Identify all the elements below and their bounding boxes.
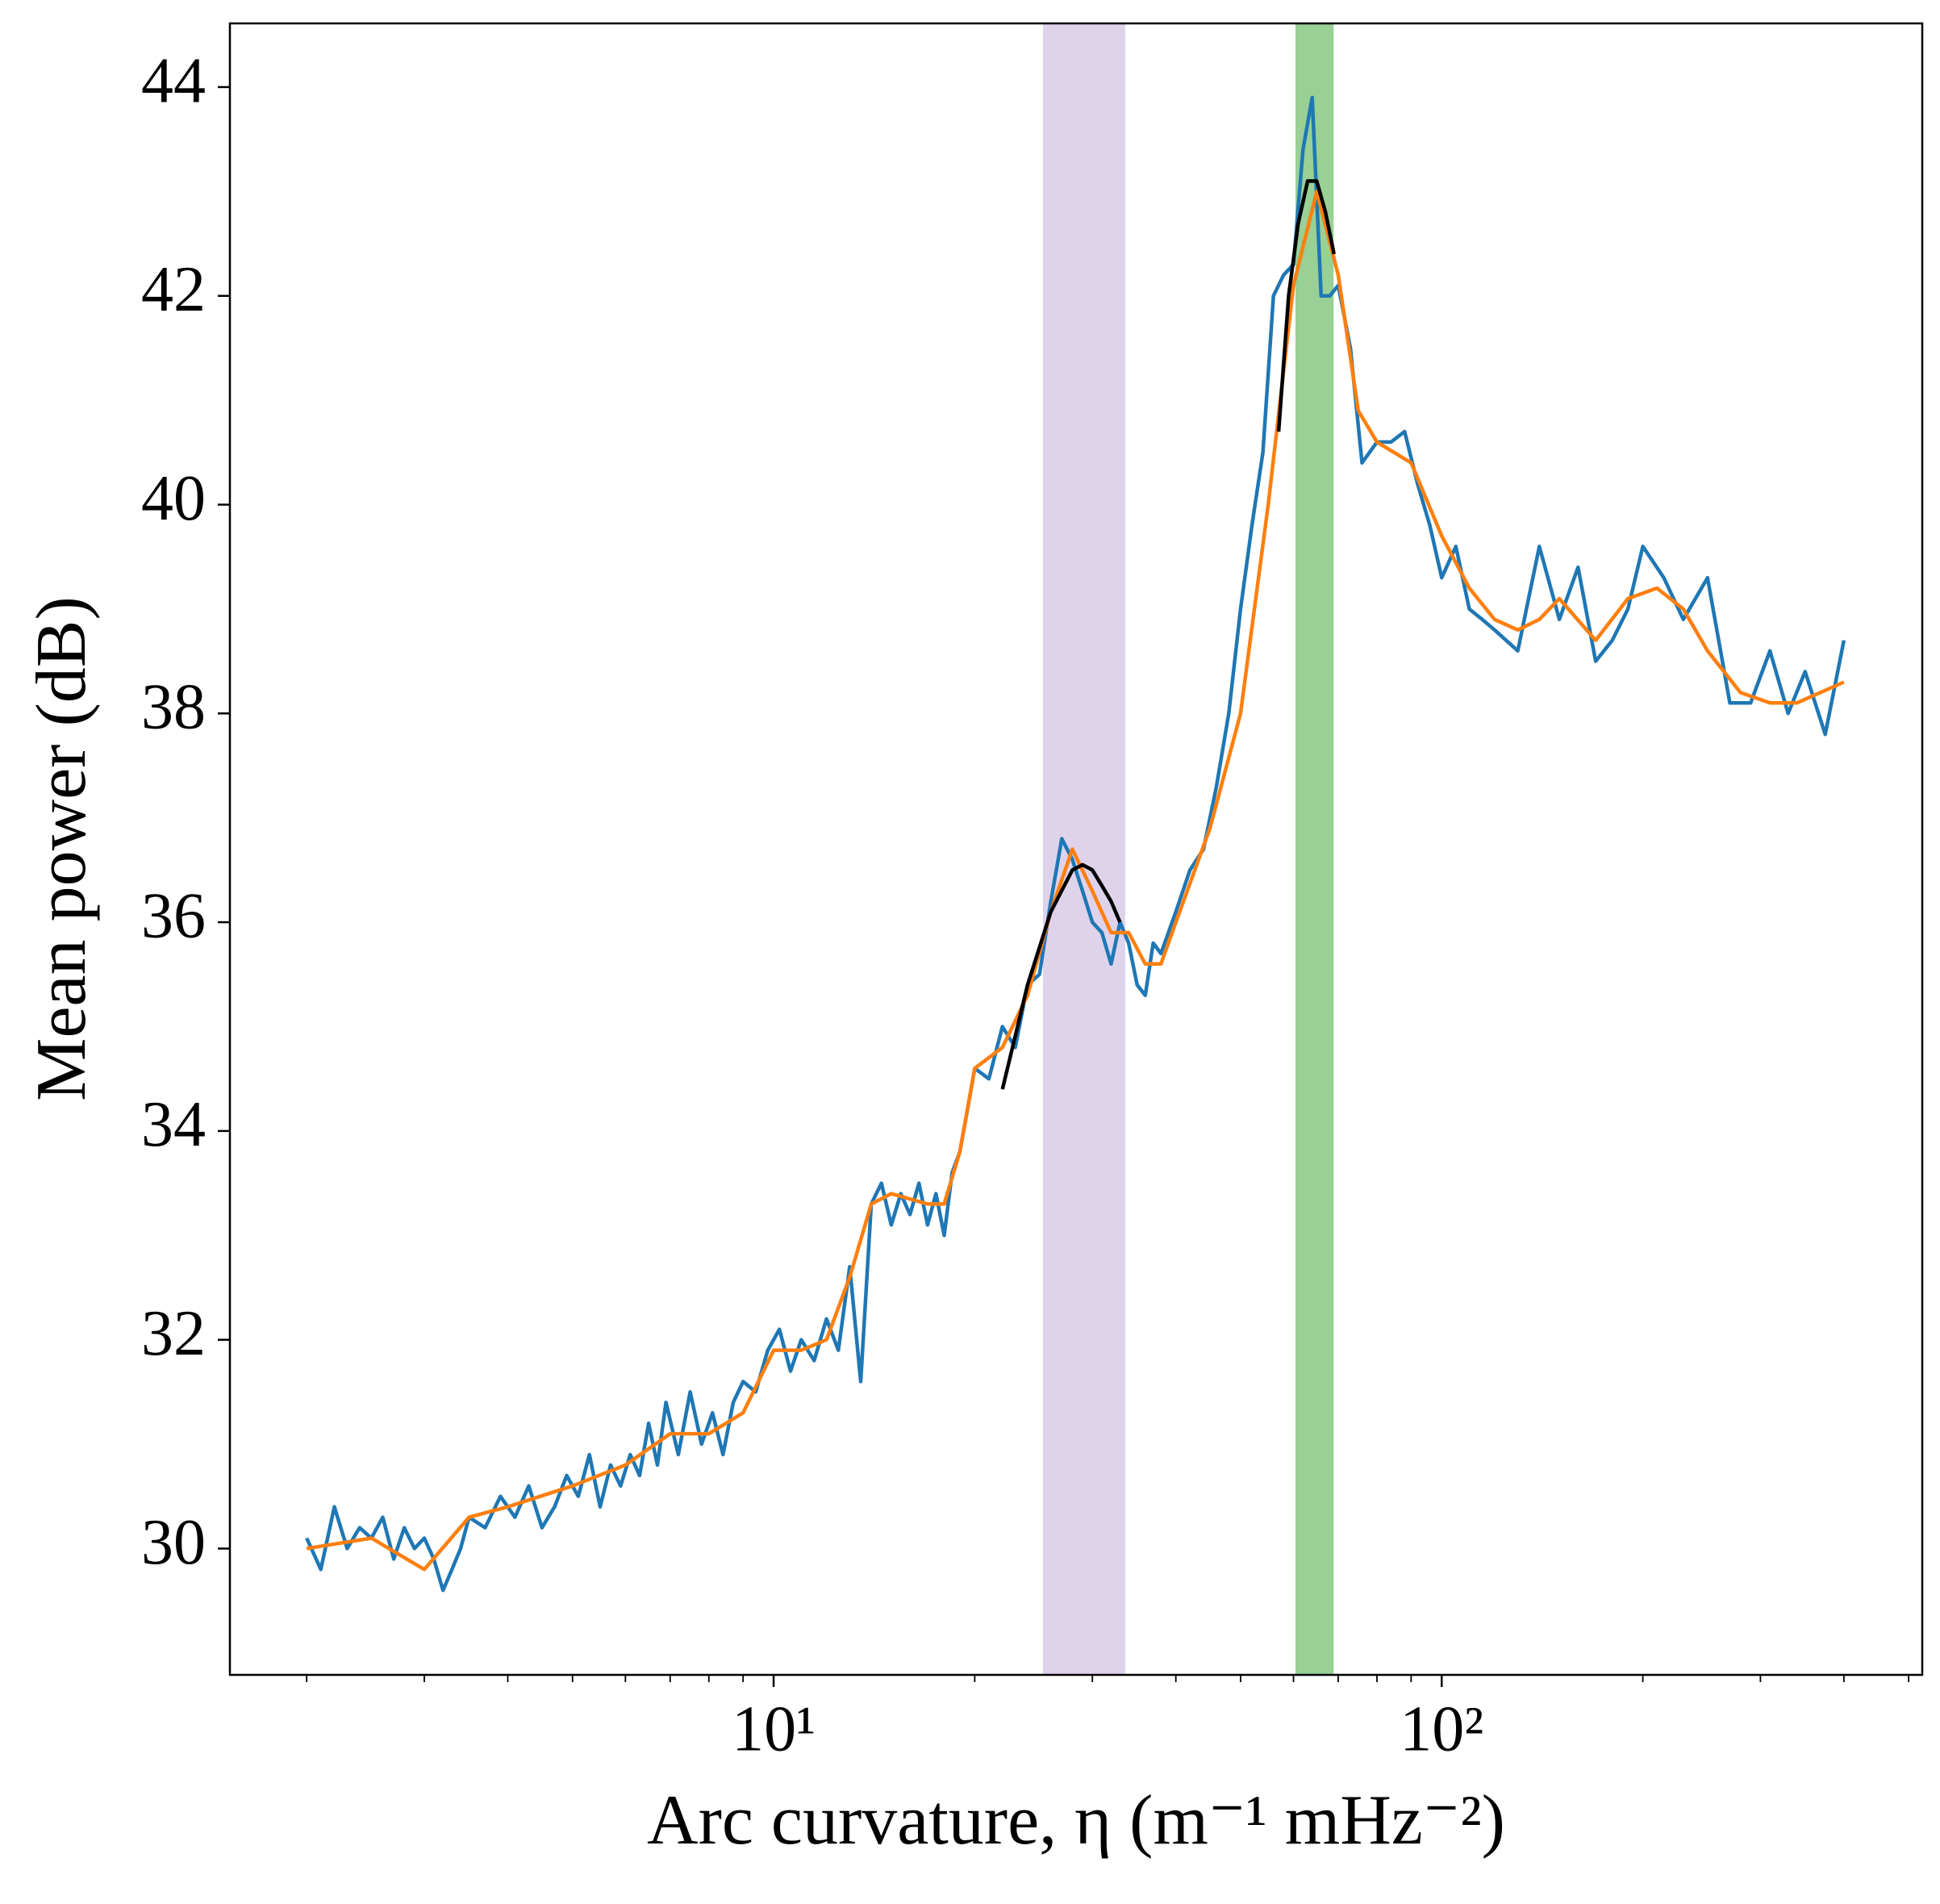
series-line [305, 95, 1846, 1593]
y-tick-label: 44 [141, 45, 206, 116]
span [1042, 23, 1125, 1675]
y-tick-label: 36 [141, 880, 206, 951]
y-tick-label: 32 [141, 1298, 206, 1369]
span [1295, 23, 1334, 1675]
plot-frame [228, 22, 1924, 1676]
y-tick-label: 38 [141, 672, 206, 743]
x-tick-label: 10² [1400, 1693, 1483, 1764]
x-axis-label: Arc curvature, η (m⁻¹ mHz⁻²) [647, 1781, 1505, 1860]
x-tick-label: 10¹ [732, 1693, 816, 1764]
y-tick-label: 34 [141, 1089, 206, 1160]
y-tick-label: 40 [141, 463, 206, 534]
y-tick-label: 42 [141, 254, 206, 325]
y-tick-label: 30 [141, 1507, 206, 1578]
series-line [1276, 179, 1337, 432]
y-axis-label: Mean power (dB) [23, 596, 101, 1101]
series-line [306, 190, 1845, 1572]
series-line [1000, 862, 1122, 1090]
